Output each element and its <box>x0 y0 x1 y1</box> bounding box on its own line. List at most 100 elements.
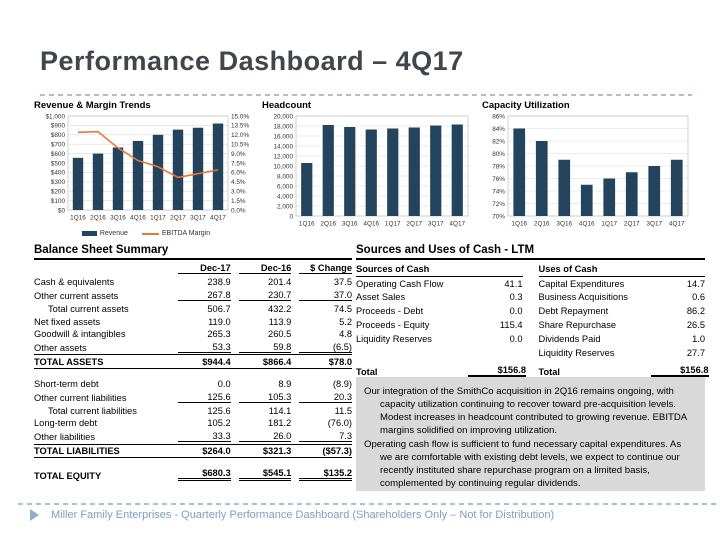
sources-of-cash-table: Sources of Cash Operating Cash Flow 41.1 As… <box>356 262 526 379</box>
svg-text:18,000: 18,000 <box>273 123 293 130</box>
bar-swatch-icon <box>81 231 97 236</box>
table-row: Goodwill & intangibles 265.3 260.5 4.8 <box>34 329 352 340</box>
table-row: Dividends Paid 1.0 <box>538 333 706 344</box>
svg-text:1Q17: 1Q17 <box>601 221 617 228</box>
svg-text:4.5%: 4.5% <box>231 179 246 186</box>
balance-sheet-table: Dec-17 Dec-16 $ Change Cash & equivalents 23… <box>34 262 352 483</box>
spacer-row <box>34 369 352 378</box>
svg-text:$600: $600 <box>51 151 66 158</box>
table-row: Asset Sales 0.3 <box>356 292 523 303</box>
svg-text:2Q16: 2Q16 <box>320 221 336 228</box>
svg-text:0: 0 <box>289 213 293 220</box>
svg-text:7.5%: 7.5% <box>231 160 246 167</box>
commentary-box: Our integration of the SmithCo acquisiti… <box>356 377 705 491</box>
svg-text:4Q16: 4Q16 <box>363 221 379 228</box>
footer-separator <box>18 503 720 505</box>
legend-item: EBITDA Margin <box>141 230 210 237</box>
table-row: TOTAL ASSETS $944.4 $866.4 $78.0 <box>34 354 352 370</box>
svg-text:$400: $400 <box>51 170 66 177</box>
table-row: Liquidity Reserves 0.0 <box>356 333 523 344</box>
svg-text:4Q17: 4Q17 <box>449 221 465 228</box>
total-row: Total $156.8 <box>356 365 526 378</box>
svg-text:$800: $800 <box>51 132 66 139</box>
svg-text:10.5%: 10.5% <box>231 142 249 149</box>
svg-text:$1,000: $1,000 <box>45 113 65 120</box>
table-row: Proceeds - Debt 0.0 <box>356 306 523 317</box>
svg-text:4Q16: 4Q16 <box>130 215 146 222</box>
svg-text:3Q17: 3Q17 <box>646 221 662 228</box>
table-row <box>356 346 523 360</box>
chart-canvas: 0 2,000 4,000 6,000 8,000 10,000 12,000 14,000 1… <box>273 113 469 228</box>
svg-text:10,000: 10,000 <box>273 163 293 170</box>
svg-text:0.0%: 0.0% <box>231 207 246 214</box>
svg-text:1Q16: 1Q16 <box>299 221 315 228</box>
svg-text:1Q17: 1Q17 <box>150 215 166 222</box>
line-swatch-icon <box>141 232 159 235</box>
table-row: Capital Expenditures 14.7 <box>538 278 706 289</box>
svg-text:2Q17: 2Q17 <box>170 215 186 222</box>
sources-uses-section: Sources and Uses of Cash - LTM Sources o… <box>356 244 709 379</box>
svg-text:80%: 80% <box>492 151 505 158</box>
chart-headcount: Headcount 0 2,000 4,000 6,000 8,000 10,000 12,… <box>262 100 474 235</box>
table-row: Debt Repayment 86.2 <box>538 306 706 317</box>
svg-text:4Q17: 4Q17 <box>669 221 685 228</box>
table-row: Cash & equivalents 238.9 201.4 37.5 <box>34 277 352 288</box>
svg-text:$100: $100 <box>51 198 66 205</box>
svg-text:12,000: 12,000 <box>273 153 293 160</box>
svg-text:78%: 78% <box>492 163 505 170</box>
footer: Miller Family Enterprises - Quarterly Pe… <box>30 509 554 521</box>
chart-canvas: 70% 72% 74% 76% 78% 80% 82% 84% 86% 1Q16 2Q16 3Q16 4… <box>492 113 689 228</box>
svg-text:8,000: 8,000 <box>277 173 293 180</box>
table-row: Other liabilities 33.3 26.0 7.3 <box>34 431 352 443</box>
chart-legend: Revenue EBITDA Margin <box>34 230 258 237</box>
play-triangle-icon <box>30 509 39 521</box>
svg-text:$500: $500 <box>51 160 66 167</box>
svg-text:3Q16: 3Q16 <box>110 215 126 222</box>
page-title: Performance Dashboard – 4Q17 <box>40 46 464 76</box>
table-row: Net fixed assets 119.0 113.9 5.2 <box>34 316 352 327</box>
table-header-row: Dec-17 Dec-16 $ Change <box>34 262 352 276</box>
table-row: Total current liabilities 125.6 114.1 11.5 <box>48 405 352 416</box>
svg-text:14,000: 14,000 <box>273 143 293 150</box>
chart-canvas: $0 $100 $200 $300 $400 $500 $600 $700 $800 $900 $1… <box>45 113 249 222</box>
svg-text:2Q16: 2Q16 <box>534 221 550 228</box>
svg-text:16,000: 16,000 <box>273 133 293 140</box>
svg-text:1Q16: 1Q16 <box>511 221 527 228</box>
subtable-header-row: Sources of Cash <box>356 262 523 277</box>
title-separator <box>40 94 692 96</box>
chart-title: Revenue & Margin Trends <box>34 100 151 111</box>
svg-text:70%: 70% <box>492 213 505 220</box>
footer-text: Miller Family Enterprises - Quarterly Pe… <box>51 509 555 521</box>
svg-text:74%: 74% <box>492 188 505 195</box>
svg-text:1Q17: 1Q17 <box>385 221 401 228</box>
table-row: TOTAL LIABILITIES $264.0 $321.3 ($57.3) <box>34 443 352 459</box>
table-row: Other assets 53.3 59.8 (6.5) <box>34 342 352 354</box>
svg-text:1Q16: 1Q16 <box>70 215 86 222</box>
table-row: Long-term debt 105.2 181.2 (76.0) <box>34 418 352 429</box>
uses-of-cash-table: Uses of Cash Capital Expenditures 14.7 Busi… <box>538 262 709 379</box>
balance-sheet-heading: Balance Sheet Summary <box>34 244 352 260</box>
table-row: Operating Cash Flow 41.1 <box>356 278 523 289</box>
subtable-header-row: Uses of Cash <box>538 262 705 277</box>
balance-sheet-section: Balance Sheet Summary Dec-17 Dec-16 $ Chan… <box>34 244 352 483</box>
table-row: Proceeds - Equity 115.4 <box>356 320 523 331</box>
svg-text:15.0%: 15.0% <box>231 113 249 120</box>
table-row: Other current assets 267.8 230.7 37.0 <box>34 289 352 301</box>
svg-text:6.0%: 6.0% <box>231 170 246 177</box>
svg-text:6,000: 6,000 <box>277 183 293 190</box>
svg-text:2Q17: 2Q17 <box>406 221 422 228</box>
sources-uses-heading: Sources and Uses of Cash - LTM <box>356 244 705 260</box>
svg-text:86%: 86% <box>492 113 505 120</box>
svg-text:1.5%: 1.5% <box>231 198 246 205</box>
svg-text:$200: $200 <box>51 189 66 196</box>
spacer-row <box>34 458 352 467</box>
svg-text:$0: $0 <box>58 207 66 214</box>
chart-capacity-utilization: Capacity Utilization 70% 72% 74% 76% 78% 80% 8… <box>482 100 694 235</box>
table-row: TOTAL EQUITY $680.3 $545.1 $135.2 <box>34 468 352 482</box>
sources-uses-tables: Sources of Cash Operating Cash Flow 41.1 As… <box>356 262 709 379</box>
table-row: Total current assets 506.7 432.2 74.5 <box>48 303 352 314</box>
svg-text:2Q16: 2Q16 <box>90 215 106 222</box>
svg-text:3Q16: 3Q16 <box>342 221 358 228</box>
svg-text:2,000: 2,000 <box>277 203 293 210</box>
